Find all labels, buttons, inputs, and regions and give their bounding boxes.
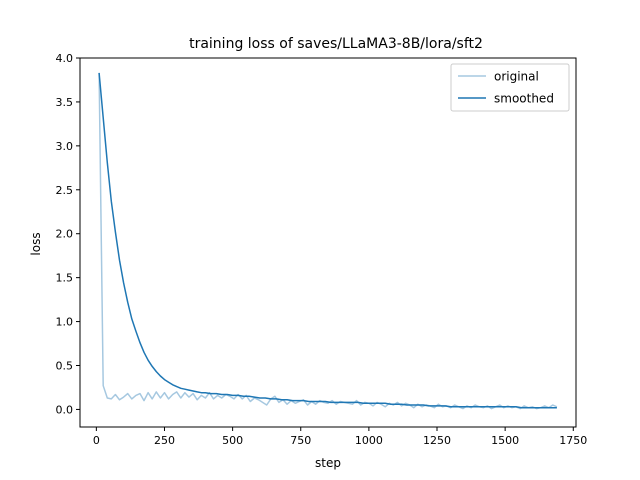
x-tick-label: 750 [290,434,311,447]
x-tick-label: 1250 [423,434,451,447]
legend-label-original: original [494,70,539,84]
y-axis-label: loss [29,232,43,255]
y-tick-label: 2.5 [56,184,74,197]
x-tick-label: 500 [222,434,243,447]
x-tick-label: 1750 [559,434,587,447]
y-tick-label: 0.0 [56,403,74,416]
plot-frame [79,57,577,428]
x-tick-label: 0 [93,434,100,447]
legend-label-smoothed: smoothed [494,92,554,106]
y-tick-label: 3.5 [56,96,74,109]
chart-title: training loss of saves/LLaMA3-8B/lora/sf… [189,36,483,52]
legend: original smoothed [450,63,570,112]
y-tick-label: 4.0 [56,52,74,65]
x-tick-label: 1000 [355,434,383,447]
x-axis-label: step [315,456,341,470]
y-tick-label: 1.0 [56,316,74,329]
y-tick-label: 1.5 [56,272,74,285]
y-tick-label: 3.0 [56,140,74,153]
plot-lines [98,72,558,410]
y-tick-label: 0.5 [56,360,74,373]
x-tick-label: 1500 [491,434,519,447]
x-tick-label: 250 [154,434,175,447]
y-tick-label: 2.0 [56,228,74,241]
axes: 0 250 500 750 1000 1250 1500 1750 0.0 0.5 1.0 1.5 2.… [56,52,588,447]
series-line-smoothed [98,72,557,409]
